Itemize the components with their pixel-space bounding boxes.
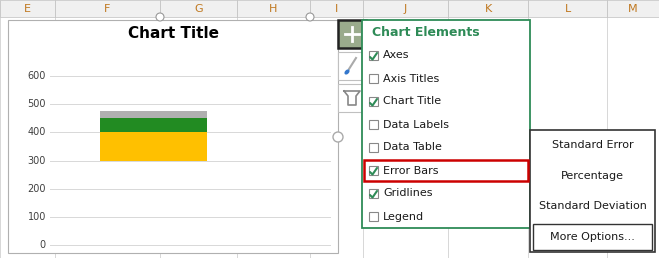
- Text: Error Bars: Error Bars: [383, 165, 438, 175]
- Bar: [100, 118, 207, 132]
- Text: Chart Title: Chart Title: [127, 27, 219, 42]
- Bar: [530, 130, 655, 252]
- Text: H: H: [270, 4, 277, 13]
- Text: 400: 400: [28, 127, 46, 138]
- Text: K: K: [484, 4, 492, 13]
- Text: 200: 200: [28, 184, 46, 194]
- Bar: [55, 0, 160, 17]
- Bar: [160, 0, 237, 17]
- Text: Gridlines: Gridlines: [383, 189, 432, 198]
- Bar: [369, 74, 378, 83]
- Text: Standard Deviation: Standard Deviation: [538, 201, 646, 211]
- Bar: [369, 212, 378, 221]
- Bar: [369, 189, 378, 198]
- Text: Chart Elements: Chart Elements: [372, 27, 480, 39]
- Bar: [369, 166, 378, 175]
- Text: Axis Titles: Axis Titles: [383, 74, 440, 84]
- Ellipse shape: [345, 69, 349, 75]
- Text: Legend: Legend: [383, 212, 424, 222]
- Text: Axes: Axes: [383, 51, 409, 60]
- Text: 500: 500: [28, 99, 46, 109]
- Text: M: M: [628, 4, 638, 13]
- Bar: [607, 0, 659, 17]
- Bar: [369, 51, 378, 60]
- Bar: [528, 0, 607, 17]
- Text: J: J: [404, 4, 407, 13]
- Text: Data Labels: Data Labels: [383, 119, 449, 130]
- Text: 600: 600: [28, 71, 46, 81]
- Bar: [310, 0, 363, 17]
- Bar: [100, 111, 207, 118]
- Text: G: G: [194, 4, 203, 13]
- Text: 300: 300: [28, 156, 46, 166]
- Bar: [338, 20, 366, 48]
- Text: E: E: [24, 4, 31, 13]
- Bar: [364, 160, 528, 181]
- Bar: [338, 84, 366, 112]
- Bar: [369, 97, 378, 106]
- Bar: [363, 0, 448, 17]
- Bar: [237, 0, 310, 17]
- Text: 0: 0: [40, 240, 46, 250]
- Text: I: I: [335, 4, 338, 13]
- Bar: [448, 0, 528, 17]
- Text: F: F: [104, 4, 111, 13]
- Bar: [338, 52, 366, 80]
- Bar: [369, 120, 378, 129]
- Bar: [100, 132, 207, 160]
- Text: More Options...: More Options...: [550, 232, 635, 242]
- Text: 100: 100: [28, 212, 46, 222]
- Bar: [533, 223, 652, 250]
- Text: Data Table: Data Table: [383, 142, 442, 152]
- Bar: [362, 20, 530, 228]
- Circle shape: [333, 132, 343, 142]
- Text: L: L: [564, 4, 571, 13]
- Circle shape: [306, 13, 314, 21]
- Bar: [0, 0, 55, 17]
- Bar: [369, 143, 378, 152]
- Bar: [8, 20, 338, 253]
- Text: Percentage: Percentage: [561, 171, 624, 181]
- Text: Standard Error: Standard Error: [552, 140, 633, 150]
- Text: Chart Title: Chart Title: [383, 96, 441, 107]
- Circle shape: [156, 13, 164, 21]
